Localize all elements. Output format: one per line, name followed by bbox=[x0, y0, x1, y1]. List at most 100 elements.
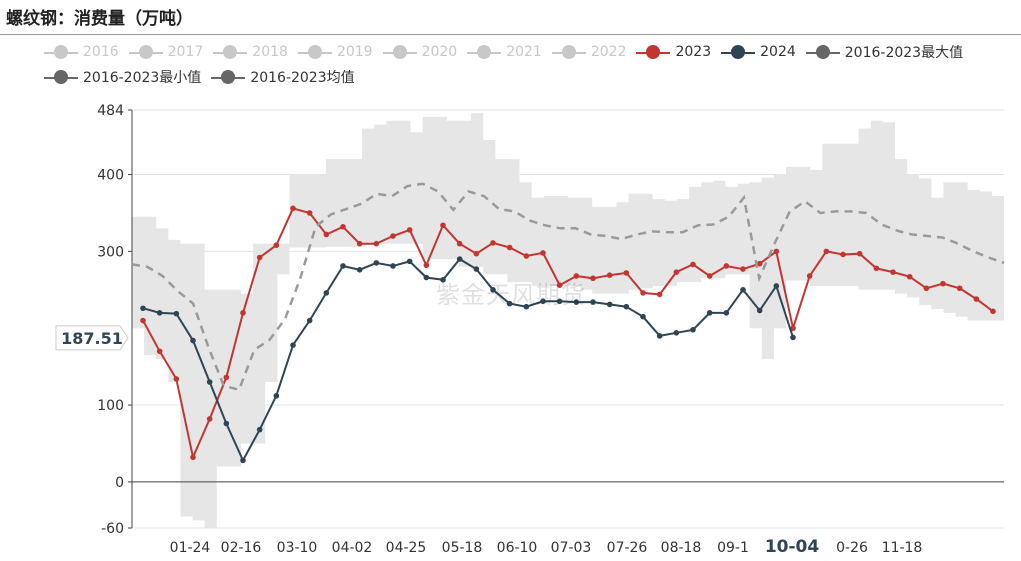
legend-marker-icon bbox=[382, 45, 417, 59]
range-band-max-min bbox=[132, 113, 1004, 528]
legend-item-2019[interactable]: 2019 bbox=[297, 41, 373, 63]
series-line bbox=[142, 257, 794, 463]
x-tick-label: 10-04 bbox=[765, 537, 820, 557]
series-point bbox=[523, 253, 530, 259]
series-point bbox=[490, 287, 496, 293]
series-point bbox=[606, 272, 613, 279]
series-point bbox=[956, 285, 963, 292]
series-point bbox=[356, 267, 363, 273]
series-point bbox=[840, 251, 846, 258]
series-point bbox=[656, 333, 663, 339]
x-tick-label: 07-26 bbox=[607, 540, 648, 556]
series-point bbox=[206, 416, 213, 422]
x-tick-label: 11-18 bbox=[882, 540, 923, 556]
series-point bbox=[140, 317, 146, 324]
legend-item-2016-2023均值[interactable]: 2016-2023均值 bbox=[211, 66, 355, 88]
legend-marker-icon bbox=[805, 45, 840, 59]
series-point bbox=[323, 231, 330, 238]
legend-item-2016-2023最小值[interactable]: 2016-2023最小值 bbox=[44, 66, 201, 88]
legend-label: 2020 bbox=[421, 44, 458, 60]
y-axis-pointer-label: 187.51 bbox=[61, 329, 123, 348]
x-tick-label: 09-1 bbox=[717, 540, 749, 556]
legend-item-2018[interactable]: 2018 bbox=[213, 41, 288, 63]
legend-marker-icon bbox=[44, 45, 78, 59]
series-point bbox=[790, 325, 796, 332]
series-point bbox=[473, 250, 480, 257]
series-point bbox=[573, 273, 580, 279]
series-point bbox=[206, 379, 213, 385]
x-tick-label: 04-02 bbox=[332, 540, 373, 556]
series-point bbox=[923, 285, 930, 292]
series-point bbox=[706, 273, 713, 279]
series-point bbox=[240, 457, 246, 464]
watermark: 紫金天风期货 bbox=[436, 281, 586, 309]
x-tick-label: 03-10 bbox=[277, 540, 318, 556]
y-tick-label: 0 bbox=[115, 475, 124, 491]
series-point bbox=[306, 317, 313, 324]
legend-item-2021[interactable]: 2021 bbox=[467, 41, 542, 63]
series-point bbox=[390, 233, 396, 239]
series-point bbox=[156, 348, 163, 355]
series-point bbox=[223, 420, 230, 427]
series-point bbox=[156, 310, 163, 316]
series-point bbox=[273, 393, 280, 399]
series-point bbox=[740, 287, 746, 293]
series-point bbox=[423, 262, 430, 269]
chart-title: 螺纹钢：消费量（万吨） bbox=[6, 9, 193, 29]
legend-label: 2018 bbox=[252, 44, 288, 60]
series-point bbox=[856, 250, 863, 257]
series-point bbox=[773, 283, 780, 289]
legend-label: 2024 bbox=[760, 44, 796, 60]
series-point bbox=[740, 266, 746, 272]
series-point bbox=[456, 240, 463, 247]
y-tick-label: 400 bbox=[97, 168, 124, 184]
legend-label: 2016-2023最大值 bbox=[844, 45, 964, 61]
series-point bbox=[690, 261, 696, 268]
legend-item-2022[interactable]: 2022 bbox=[551, 41, 626, 63]
legend-item-2023[interactable]: 2023 bbox=[636, 41, 711, 63]
legend-marker-icon bbox=[467, 45, 502, 59]
legend-item-2020[interactable]: 2020 bbox=[382, 41, 458, 63]
series-point bbox=[590, 275, 596, 282]
legend-label: 2016-2023均值 bbox=[250, 70, 355, 86]
series-point bbox=[756, 307, 763, 314]
series-point bbox=[173, 310, 180, 317]
series-point bbox=[173, 376, 180, 382]
series-point bbox=[573, 299, 580, 305]
series-point bbox=[490, 240, 496, 246]
series-point bbox=[356, 240, 363, 247]
series-point bbox=[456, 256, 463, 262]
x-tick-label: 04-25 bbox=[386, 540, 427, 556]
series-point bbox=[406, 258, 413, 265]
series-point bbox=[690, 326, 696, 333]
legend-label: 2019 bbox=[336, 44, 373, 60]
series-point bbox=[373, 260, 380, 266]
series-point bbox=[823, 248, 830, 255]
series-2023 bbox=[140, 205, 996, 461]
legend-item-2016[interactable]: 2016 bbox=[44, 41, 119, 63]
series-point bbox=[623, 303, 630, 310]
legend-item-2017[interactable]: 2017 bbox=[128, 41, 203, 63]
legend-item-2016-2023最大值[interactable]: 2016-2023最大值 bbox=[805, 41, 964, 63]
series-point bbox=[723, 263, 730, 269]
legend-marker-icon bbox=[128, 45, 163, 59]
legend-marker-icon bbox=[721, 45, 756, 59]
series-point bbox=[473, 266, 480, 272]
x-tick-label: 07-03 bbox=[551, 540, 592, 556]
series-point bbox=[256, 254, 263, 261]
series-point bbox=[640, 290, 646, 296]
series-point bbox=[673, 269, 680, 275]
series-point bbox=[506, 300, 513, 307]
x-tick-label: 02-16 bbox=[221, 540, 262, 556]
legend-marker-icon bbox=[211, 70, 246, 84]
x-tick-label: 06-10 bbox=[497, 540, 538, 556]
legend-marker-icon bbox=[213, 45, 248, 59]
series-point bbox=[790, 334, 796, 341]
series-point bbox=[706, 310, 713, 316]
legend-item-2024[interactable]: 2024 bbox=[721, 41, 796, 63]
series-line bbox=[131, 182, 1005, 392]
y-tick-label: -60 bbox=[101, 521, 124, 537]
chart-legend: 2016 2017 2018 2019 2020 2021 2022 2023 2024 2016… bbox=[44, 38, 1004, 88]
series-point bbox=[940, 280, 946, 287]
y-tick-label: 300 bbox=[97, 244, 124, 260]
